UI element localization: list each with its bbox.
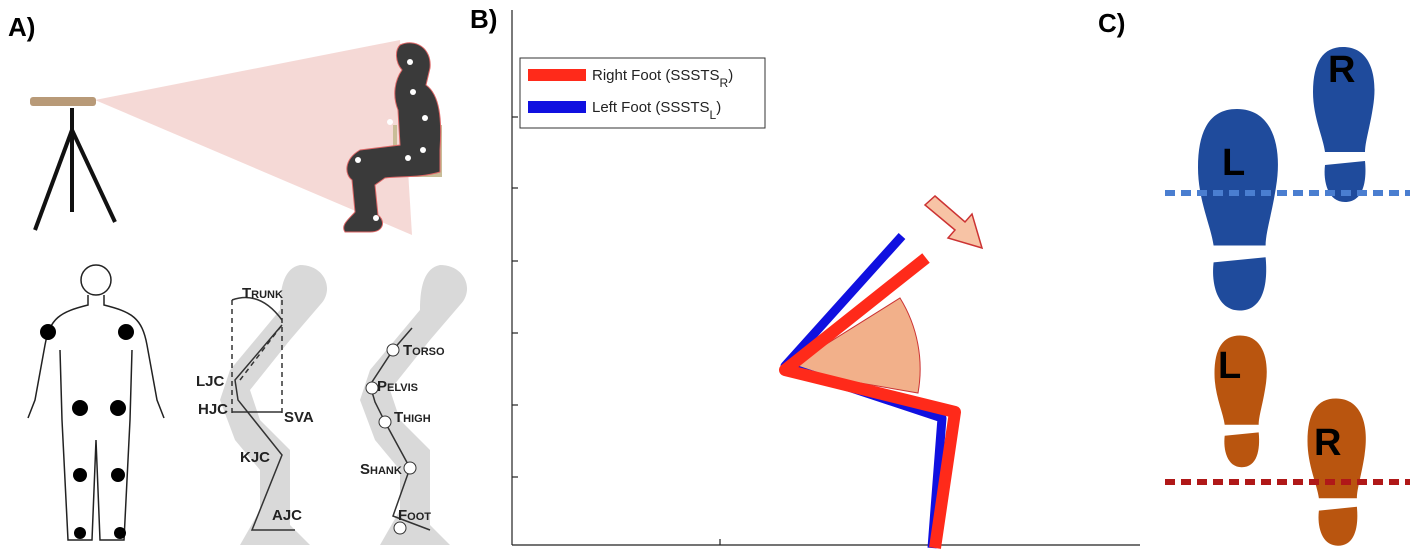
annotation: Torso (403, 342, 445, 359)
gray-silhouettes (220, 265, 467, 545)
legend-swatch (528, 101, 586, 113)
annotation: Pelvis (377, 378, 418, 395)
foot-letter: R (1328, 49, 1355, 91)
annotation: KJC (240, 449, 270, 466)
legend-swatch (528, 69, 586, 81)
foot-letter: L (1222, 142, 1245, 184)
annotation: Thigh (394, 409, 431, 426)
panel-label: C) (1098, 8, 1125, 38)
annotation: SVA (284, 409, 314, 426)
camera (30, 97, 96, 106)
right-foot-segments (785, 258, 955, 548)
direction-arrow (925, 196, 982, 248)
annotation: Trunk (242, 285, 283, 302)
tripod (35, 108, 115, 230)
panel-label: A) (8, 12, 35, 42)
annotation: Foot (398, 507, 431, 524)
footprint (1308, 399, 1366, 546)
annotation: LJC (196, 373, 225, 390)
footprint (1198, 109, 1278, 311)
foot-letter: R (1314, 422, 1341, 464)
annotation: HJC (198, 401, 228, 418)
panel-label: B) (470, 4, 497, 34)
figure: A) Trunk LJC HJC SVA KJC AJC Torso Pelvi… (0, 0, 1422, 552)
body-markers (40, 324, 134, 539)
body-outline (28, 265, 164, 540)
annotation: Shank (360, 461, 402, 478)
foot-letter: L (1218, 345, 1241, 387)
annotation: AJC (272, 507, 302, 524)
